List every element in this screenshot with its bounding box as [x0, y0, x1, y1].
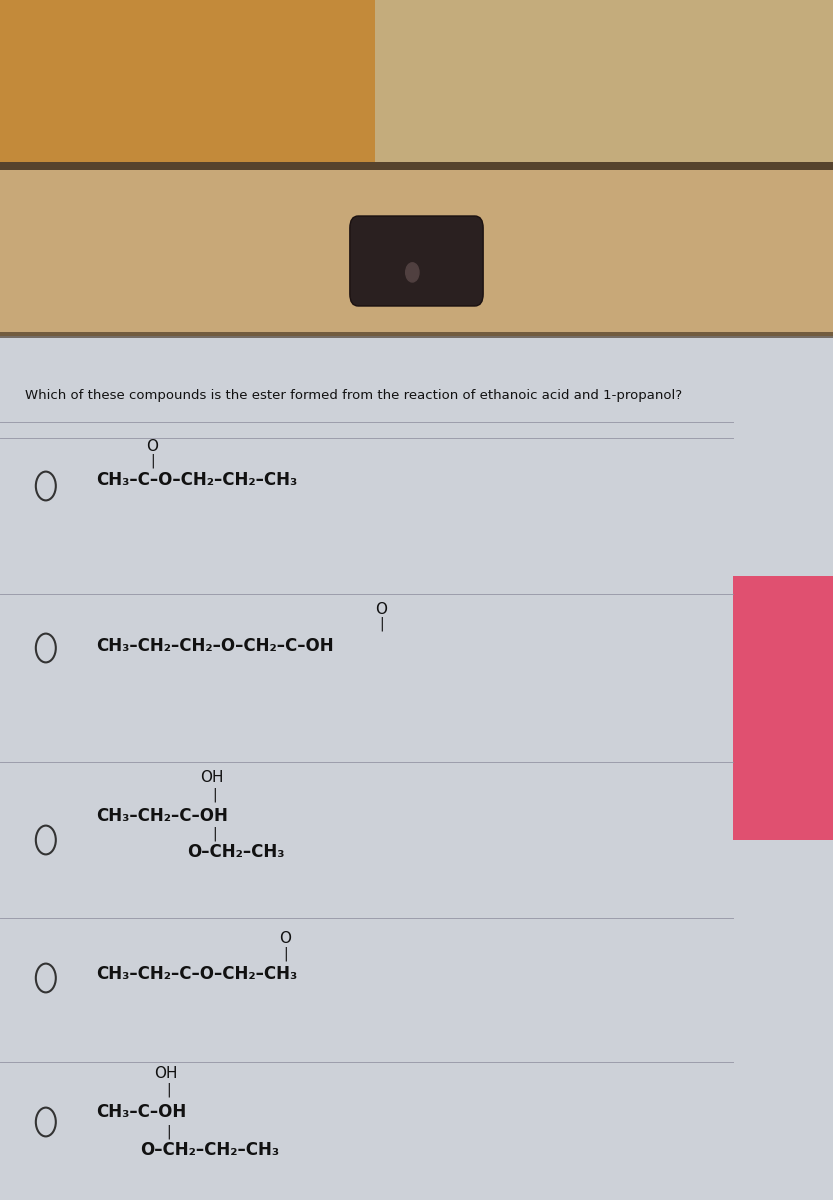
Text: O–CH₂–CH₃: O–CH₂–CH₃ [187, 842, 285, 862]
Text: |: | [283, 947, 288, 961]
Text: OH: OH [154, 1067, 177, 1081]
Text: |: | [212, 787, 217, 802]
Circle shape [406, 263, 419, 282]
FancyBboxPatch shape [0, 162, 833, 336]
FancyBboxPatch shape [0, 332, 833, 338]
Text: CH₃–C–O–CH₂–CH₂–CH₃: CH₃–C–O–CH₂–CH₂–CH₃ [96, 470, 297, 490]
FancyBboxPatch shape [0, 0, 833, 162]
FancyBboxPatch shape [733, 576, 833, 840]
FancyBboxPatch shape [0, 336, 833, 1200]
Text: CH₃–CH₂–CH₂–O–CH₂–C–OH: CH₃–CH₂–CH₂–O–CH₂–C–OH [96, 636, 333, 655]
Text: |: | [167, 1082, 172, 1097]
FancyBboxPatch shape [350, 216, 483, 306]
Text: CH₃–CH₂–C–O–CH₂–CH₃: CH₃–CH₂–C–O–CH₂–CH₃ [96, 965, 297, 984]
Text: Which of these compounds is the ester formed from the reaction of ethanoic acid : Which of these compounds is the ester fo… [25, 389, 682, 402]
Text: O: O [375, 602, 387, 617]
FancyBboxPatch shape [0, 162, 833, 170]
Text: O: O [279, 931, 291, 946]
Text: O–CH₂–CH₂–CH₃: O–CH₂–CH₂–CH₃ [140, 1140, 279, 1159]
Text: CH₃–C–OH: CH₃–C–OH [96, 1104, 186, 1121]
Text: |: | [167, 1124, 172, 1139]
FancyBboxPatch shape [0, 0, 375, 162]
Text: O: O [146, 439, 157, 454]
Text: CH₃–CH₂–C–OH: CH₃–CH₂–C–OH [96, 806, 227, 826]
Text: |: | [150, 454, 155, 468]
Text: |: | [212, 827, 217, 841]
Text: OH: OH [200, 770, 223, 785]
FancyBboxPatch shape [375, 0, 833, 162]
Text: |: | [379, 617, 384, 631]
